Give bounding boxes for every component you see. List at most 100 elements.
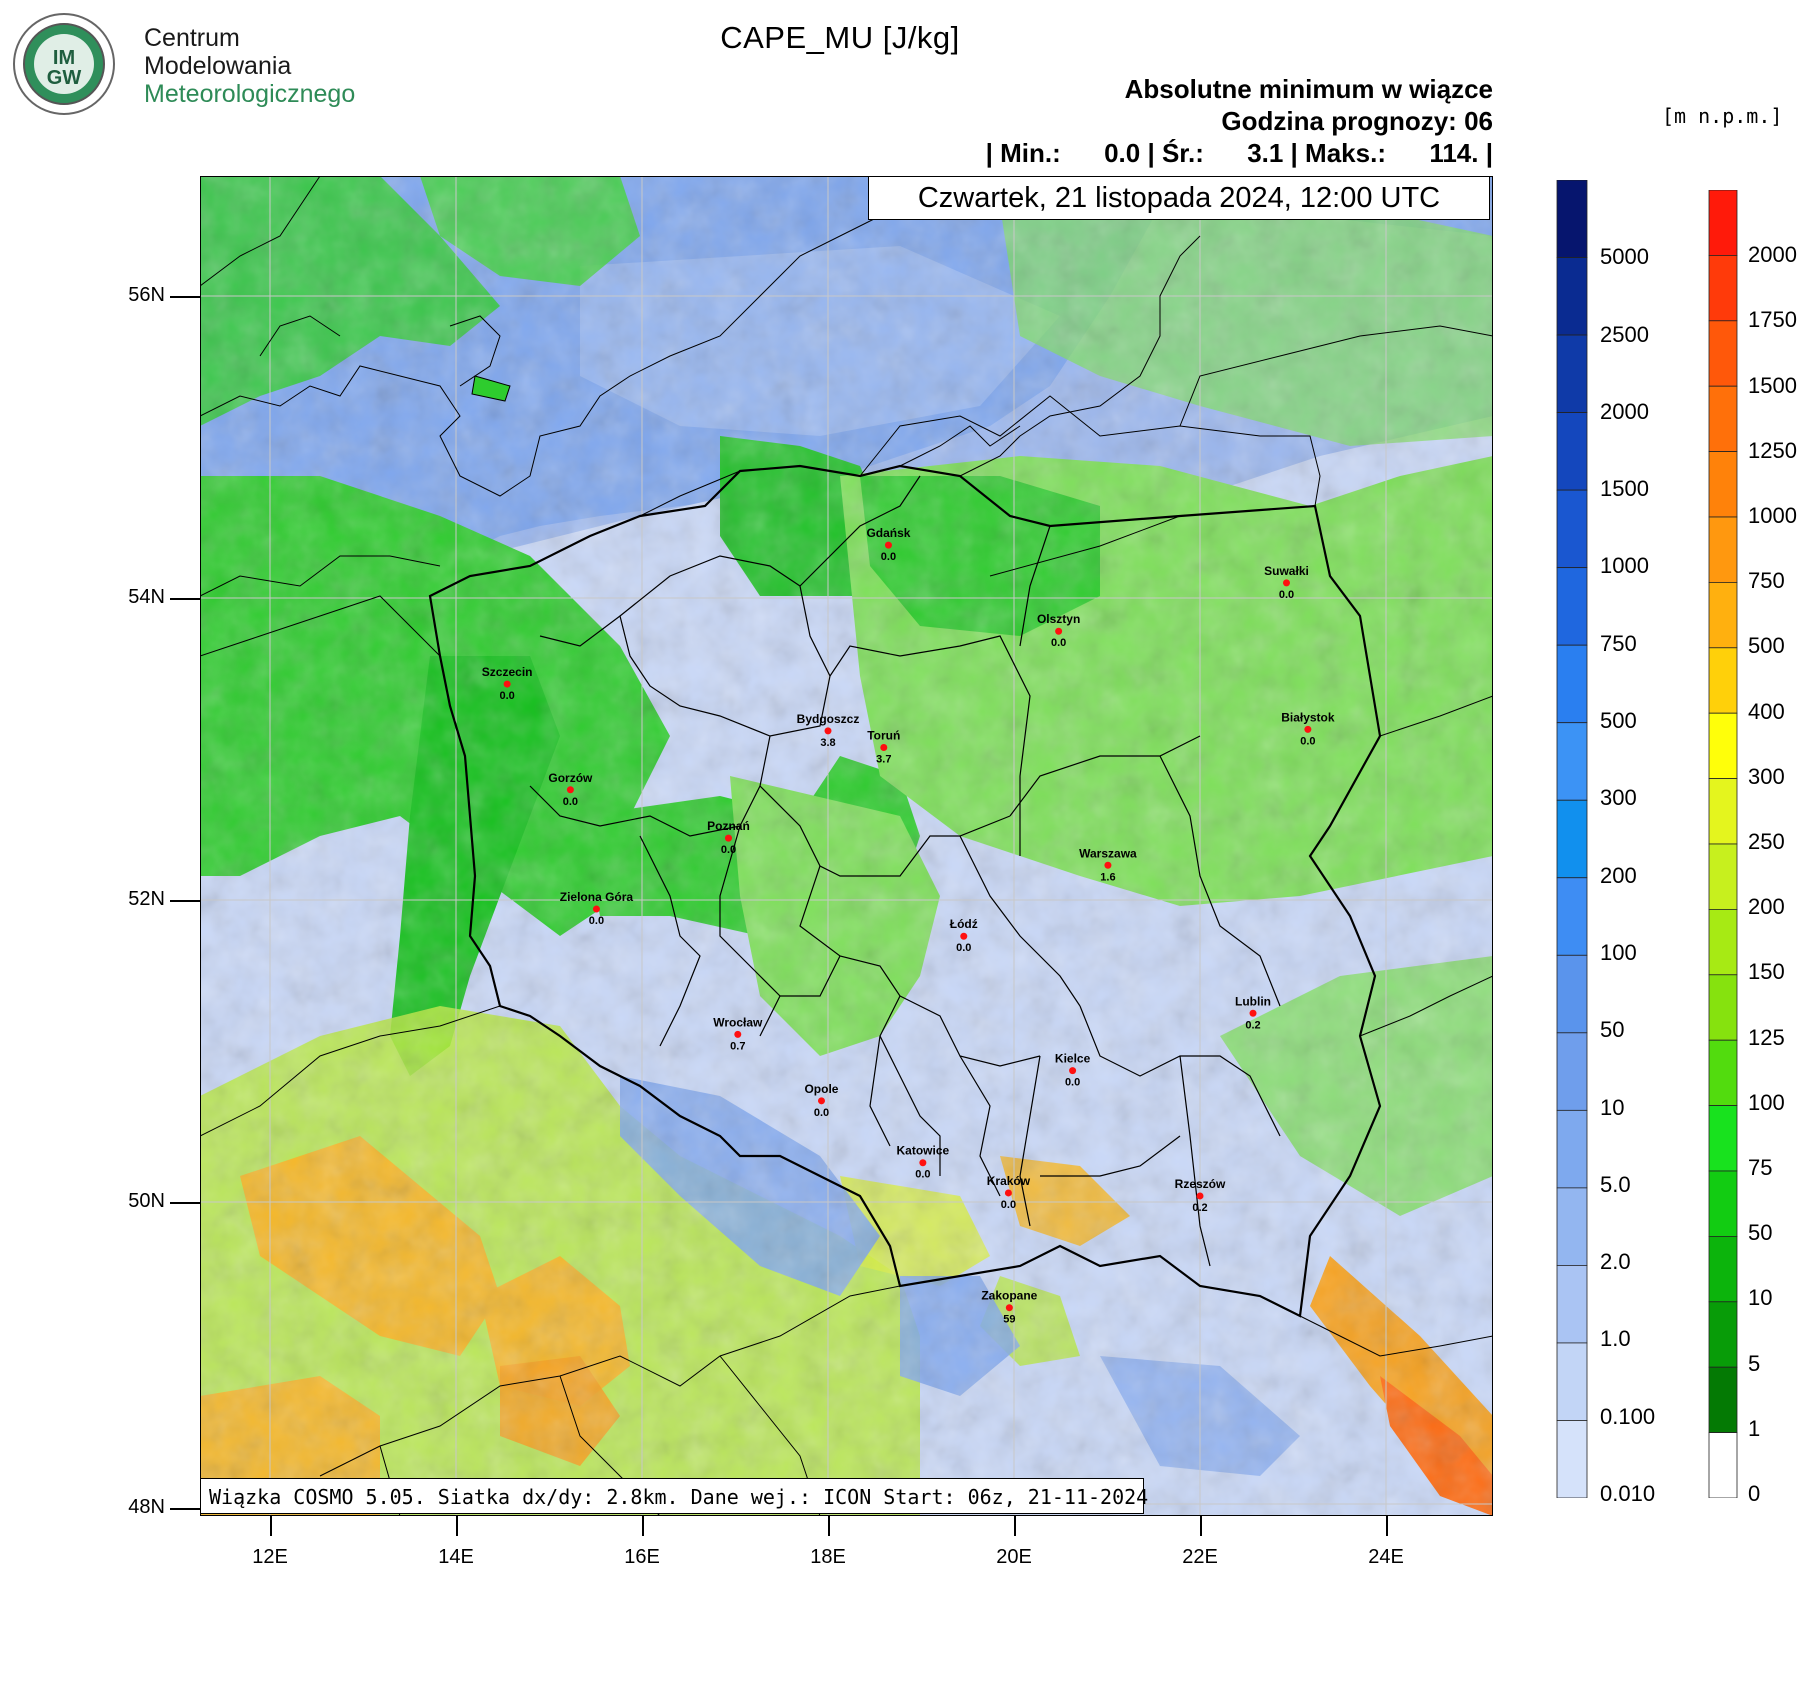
colorbar-label: 100 [1748,1089,1785,1115]
city-value: 0.0 [1300,735,1315,747]
colorbar-segment [1556,412,1588,491]
colorbar-segment [1708,1105,1738,1172]
cape-colorbar [1556,180,1588,1498]
colorbar-label: 1250 [1748,437,1797,463]
city-markers: Gdańsk 0.0 Suwałki 0.0 Olsztyn 0.0 Szczecin 0.0… [482,526,1335,1326]
city-name: Lublin [1235,994,1271,1008]
colorbar-segment [1708,581,1738,649]
colorbar-segment [1708,1301,1738,1368]
latitude-tick-mark [170,1508,200,1510]
latitude-tick-mark [170,598,200,600]
colorbar-label: 75 [1748,1155,1773,1181]
city-name: Opole [804,1082,838,1096]
colorbar-segment [1708,1236,1738,1303]
colorbar-label: 750 [1748,568,1785,594]
city-value: 0.0 [1065,1077,1080,1089]
city-value: 0.7 [730,1040,745,1052]
colorbar-segment [1556,722,1588,801]
colorbar-label: 5.0 [1600,1171,1631,1197]
city-value: 59 [1003,1314,1015,1326]
longitude-tick-label: 16E [624,1546,660,1568]
city-marker: Olsztyn 0.0 [1037,612,1080,649]
info-statistics: | Min.: 0.0 | Śr.: 3.1 | Maks.: 114. | [985,138,1493,168]
forecast-map: Gdańsk 0.0 Suwałki 0.0 Olsztyn 0.0 Szczecin 0.0… [200,176,1493,1516]
longitude-tick-label: 22E [1182,1546,1218,1568]
city-marker: Opole 0.0 [804,1082,838,1119]
city-dot [960,932,968,940]
colorbar-label: 1000 [1600,553,1649,579]
latitude-tick-label: 50N [128,1190,165,1212]
colorbar-segment [1708,451,1738,518]
longitude-tick-label: 18E [810,1546,846,1568]
city-value: 1.6 [1100,871,1115,883]
city-dot [1005,1304,1013,1312]
colorbar-label: 5000 [1600,244,1649,270]
city-dot [1055,627,1063,635]
colorbar-segment [1556,799,1588,879]
city-dot [1304,725,1312,733]
city-marker: Łódź 0.0 [950,917,978,954]
colorbar-label: 400 [1748,698,1785,724]
city-dot [817,1097,825,1105]
colorbar-segment [1708,778,1738,845]
longitude-tick-mark [1014,1516,1016,1536]
colorbar-label: 200 [1600,862,1637,888]
svg-text:GW: GW [47,67,82,89]
latitude-tick-label: 52N [128,888,165,910]
city-name: Kielce [1055,1052,1091,1066]
latitude-tick-mark [170,296,200,298]
city-value: 0.0 [1279,589,1294,601]
city-value: 0.0 [589,915,604,927]
city-dot [1196,1192,1204,1200]
colorbar-label: 1750 [1748,307,1797,333]
colorbar-segment [1556,567,1588,646]
city-dot [1104,861,1112,869]
city-name: Poznań [707,819,750,833]
colorbar-label: 100 [1600,939,1637,965]
colorbar-label: 5 [1748,1350,1761,1376]
colorbar-segment [1708,516,1738,583]
colorbar-segment [1556,1109,1588,1189]
colorbar-segment [1708,1170,1738,1237]
colorbar-segment [1556,1187,1588,1266]
colorbar-label: 50 [1748,1220,1773,1246]
city-marker: Poznań 0.0 [707,819,750,856]
city-name: Zakopane [981,1289,1037,1303]
city-value: 0.0 [814,1107,829,1119]
city-name: Katowice [897,1144,950,1158]
city-value: 0.2 [1192,1202,1207,1214]
city-marker: Lublin 0.2 [1235,994,1271,1031]
model-info-box: Wiązka COSMO 5.05. Siatka dx/dy: 2.8km. … [200,1478,1148,1514]
longitude-tick-label: 24E [1368,1546,1404,1568]
city-marker: Kraków 0.0 [987,1174,1031,1211]
longitude-tick-mark [270,1516,272,1536]
colorbar-label: 2000 [1600,398,1649,424]
colorbar-label: 500 [1748,633,1785,659]
colorbar-label: 0.010 [1600,1481,1656,1507]
valid-time-box: Czwartek, 21 listopada 2024, 12:00 UTC [868,176,1490,220]
city-name: Rzeszów [1175,1177,1226,1191]
colorbar-segment [1556,1342,1588,1421]
org-line-3: Meteorologicznego [144,80,356,108]
colorbar-label: 2.0 [1600,1249,1631,1275]
city-dot [880,743,888,751]
colorbar-segment [1556,1420,1588,1498]
latitude-tick-mark [170,1202,200,1204]
colorbar-label: 1500 [1600,476,1649,502]
bornholm-island [471,375,511,402]
longitude-tick-label: 14E [438,1546,474,1568]
colorbar-label: 1.0 [1600,1326,1631,1352]
colorbar-segment [1556,877,1588,956]
colorbar-label: 1000 [1748,503,1797,529]
city-dot [1069,1067,1077,1075]
city-value: 0.0 [881,551,896,563]
colorbar-segment [1708,190,1738,256]
colorbar-segment [1556,1032,1588,1111]
city-marker: Kielce 0.0 [1055,1052,1091,1089]
colorbar-segment [1708,1366,1738,1433]
colorbar-segment [1556,1265,1588,1344]
city-dot [1004,1189,1012,1197]
voivodeship-borders [529,475,1281,1267]
colorbar-label: 10 [1600,1094,1625,1120]
city-marker: Białystok 0.0 [1281,710,1335,747]
